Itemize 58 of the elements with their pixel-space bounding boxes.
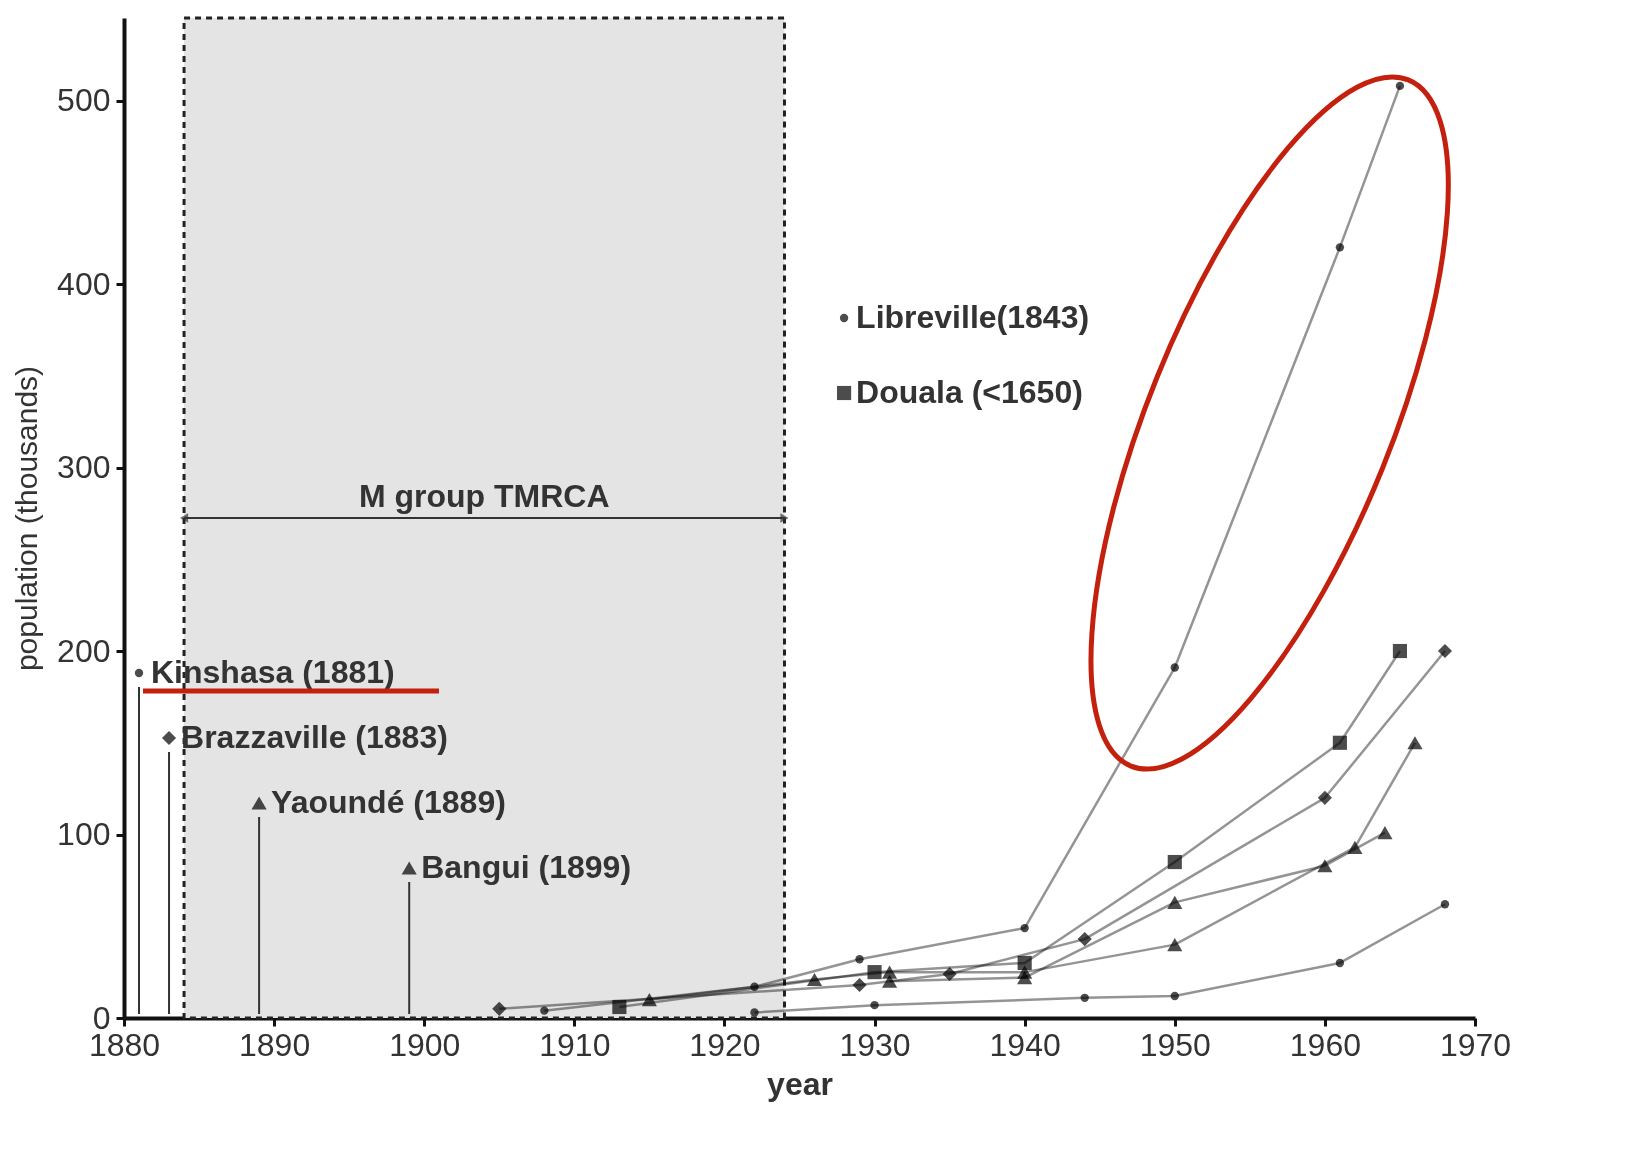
point: [641, 993, 657, 1007]
point: [1080, 993, 1089, 1002]
point: [852, 977, 867, 993]
point: [1170, 663, 1179, 672]
point: [1077, 932, 1092, 947]
x-tick-label: 1900: [389, 1026, 461, 1063]
y-axis-title: population (thousands): [10, 365, 44, 672]
point: [1317, 790, 1332, 805]
y-tick-label: 500: [57, 82, 111, 119]
x-tick-label: 1940: [989, 1026, 1061, 1063]
point: [1017, 955, 1032, 971]
point: [870, 1000, 879, 1010]
point: [942, 966, 957, 982]
point: [1440, 900, 1450, 909]
x-tick-label: 1920: [689, 1026, 761, 1063]
x-tick-label: 1950: [1139, 1026, 1211, 1063]
point: [1167, 895, 1183, 909]
point: [1020, 923, 1029, 933]
legend-label: Douala (<1650): [856, 374, 1083, 410]
point: [1332, 735, 1347, 750]
y-tick-label: 400: [57, 265, 111, 302]
point: [806, 972, 823, 987]
band-label: M group TMRCA: [358, 478, 610, 514]
point: [1437, 643, 1453, 659]
point: [750, 982, 759, 991]
point: [492, 1001, 507, 1016]
legend-label: Yaoundé (1889): [271, 784, 506, 820]
y-tick-label: 100: [57, 816, 111, 853]
y-tick-label: 200: [57, 632, 111, 669]
x-tick-label: 1930: [839, 1026, 911, 1063]
point: [1167, 938, 1183, 952]
legend-label: Bangui (1899): [421, 849, 632, 885]
point: [1392, 643, 1408, 659]
point: [540, 1006, 549, 1015]
point: [855, 955, 864, 964]
point: [867, 965, 882, 980]
point: [750, 1008, 759, 1017]
x-tick-label: 1910: [539, 1026, 611, 1063]
legend-label: Kinshasa (1881): [151, 654, 395, 690]
y-tick-label: 300: [57, 449, 111, 486]
legend-label: Libreville(1843): [856, 299, 1090, 335]
point: [881, 974, 898, 988]
point: [1335, 958, 1345, 968]
x-tick-label: 1890: [239, 1026, 311, 1063]
point: [1347, 840, 1363, 854]
legend-label: Brazzaville (1883): [181, 719, 448, 755]
point: [1395, 81, 1405, 91]
point: [612, 999, 627, 1015]
point: [1167, 854, 1182, 870]
point: [1407, 736, 1423, 750]
point: [1317, 859, 1333, 873]
point: [1377, 826, 1393, 840]
point: [1170, 991, 1179, 1001]
x-tick-label: 1970: [1439, 1026, 1512, 1063]
point: [1335, 243, 1345, 252]
x-tick-label: 1960: [1289, 1026, 1361, 1063]
x-axis-title: year: [767, 1065, 833, 1102]
point: [1017, 971, 1033, 985]
